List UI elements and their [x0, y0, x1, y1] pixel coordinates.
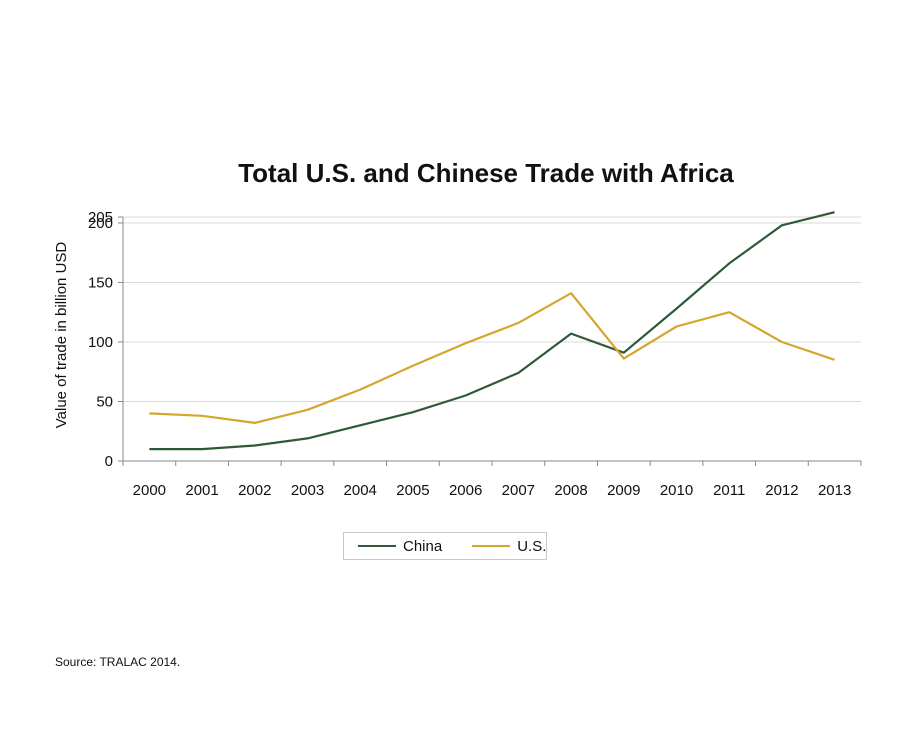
legend-item-china: China: [358, 538, 442, 555]
x-tick-label: 2002: [238, 482, 271, 499]
source-note: Source: TRALAC 2014.: [55, 655, 181, 669]
x-tick-label: 2010: [660, 482, 693, 499]
x-tick-label: 2007: [502, 482, 535, 499]
y-tick-label: 200: [88, 215, 113, 232]
axes: [118, 216, 862, 466]
legend-label-china: China: [403, 537, 443, 555]
x-tick-labels: 2000 2001 2002 2003 2004 2005 2006 2007 2008 2009…: [133, 482, 852, 499]
x-tick-label: 2005: [396, 482, 429, 499]
gridlines: [123, 216, 861, 402]
x-tick-label: 2012: [765, 482, 798, 499]
legend: China U.S.: [343, 532, 547, 560]
x-tick-label: 2013: [818, 482, 851, 499]
x-tick-label: 2006: [449, 482, 482, 499]
x-tick-label: 2000: [133, 482, 166, 499]
y-tick-label: 0: [105, 453, 113, 470]
series-line-us: [149, 292, 835, 424]
y-tick-label: 50: [96, 393, 113, 410]
series-line-china: [149, 211, 835, 451]
y-tick-label: 205: [88, 209, 113, 226]
legend-item-us: U.S.: [472, 538, 546, 555]
x-tick-label: 2011: [713, 482, 745, 499]
legend-swatch-us: [472, 545, 511, 547]
x-tick-label: 2008: [554, 482, 587, 499]
legend-swatch-china: [358, 545, 396, 547]
legend-label-us: U.S.: [517, 537, 547, 555]
x-tick-label: 2003: [291, 482, 324, 499]
y-tick-label: 100: [88, 334, 113, 351]
series-lines: [149, 211, 835, 451]
y-axis-title: Value of trade in billion USD: [53, 242, 70, 429]
y-tick-label: 150: [88, 274, 113, 291]
x-tick-label: 2009: [607, 482, 640, 499]
chart-title: Total U.S. and Chinese Trade with Africa: [238, 158, 734, 188]
x-tick-label: 2004: [344, 482, 377, 499]
x-tick-label: 2001: [185, 482, 218, 499]
